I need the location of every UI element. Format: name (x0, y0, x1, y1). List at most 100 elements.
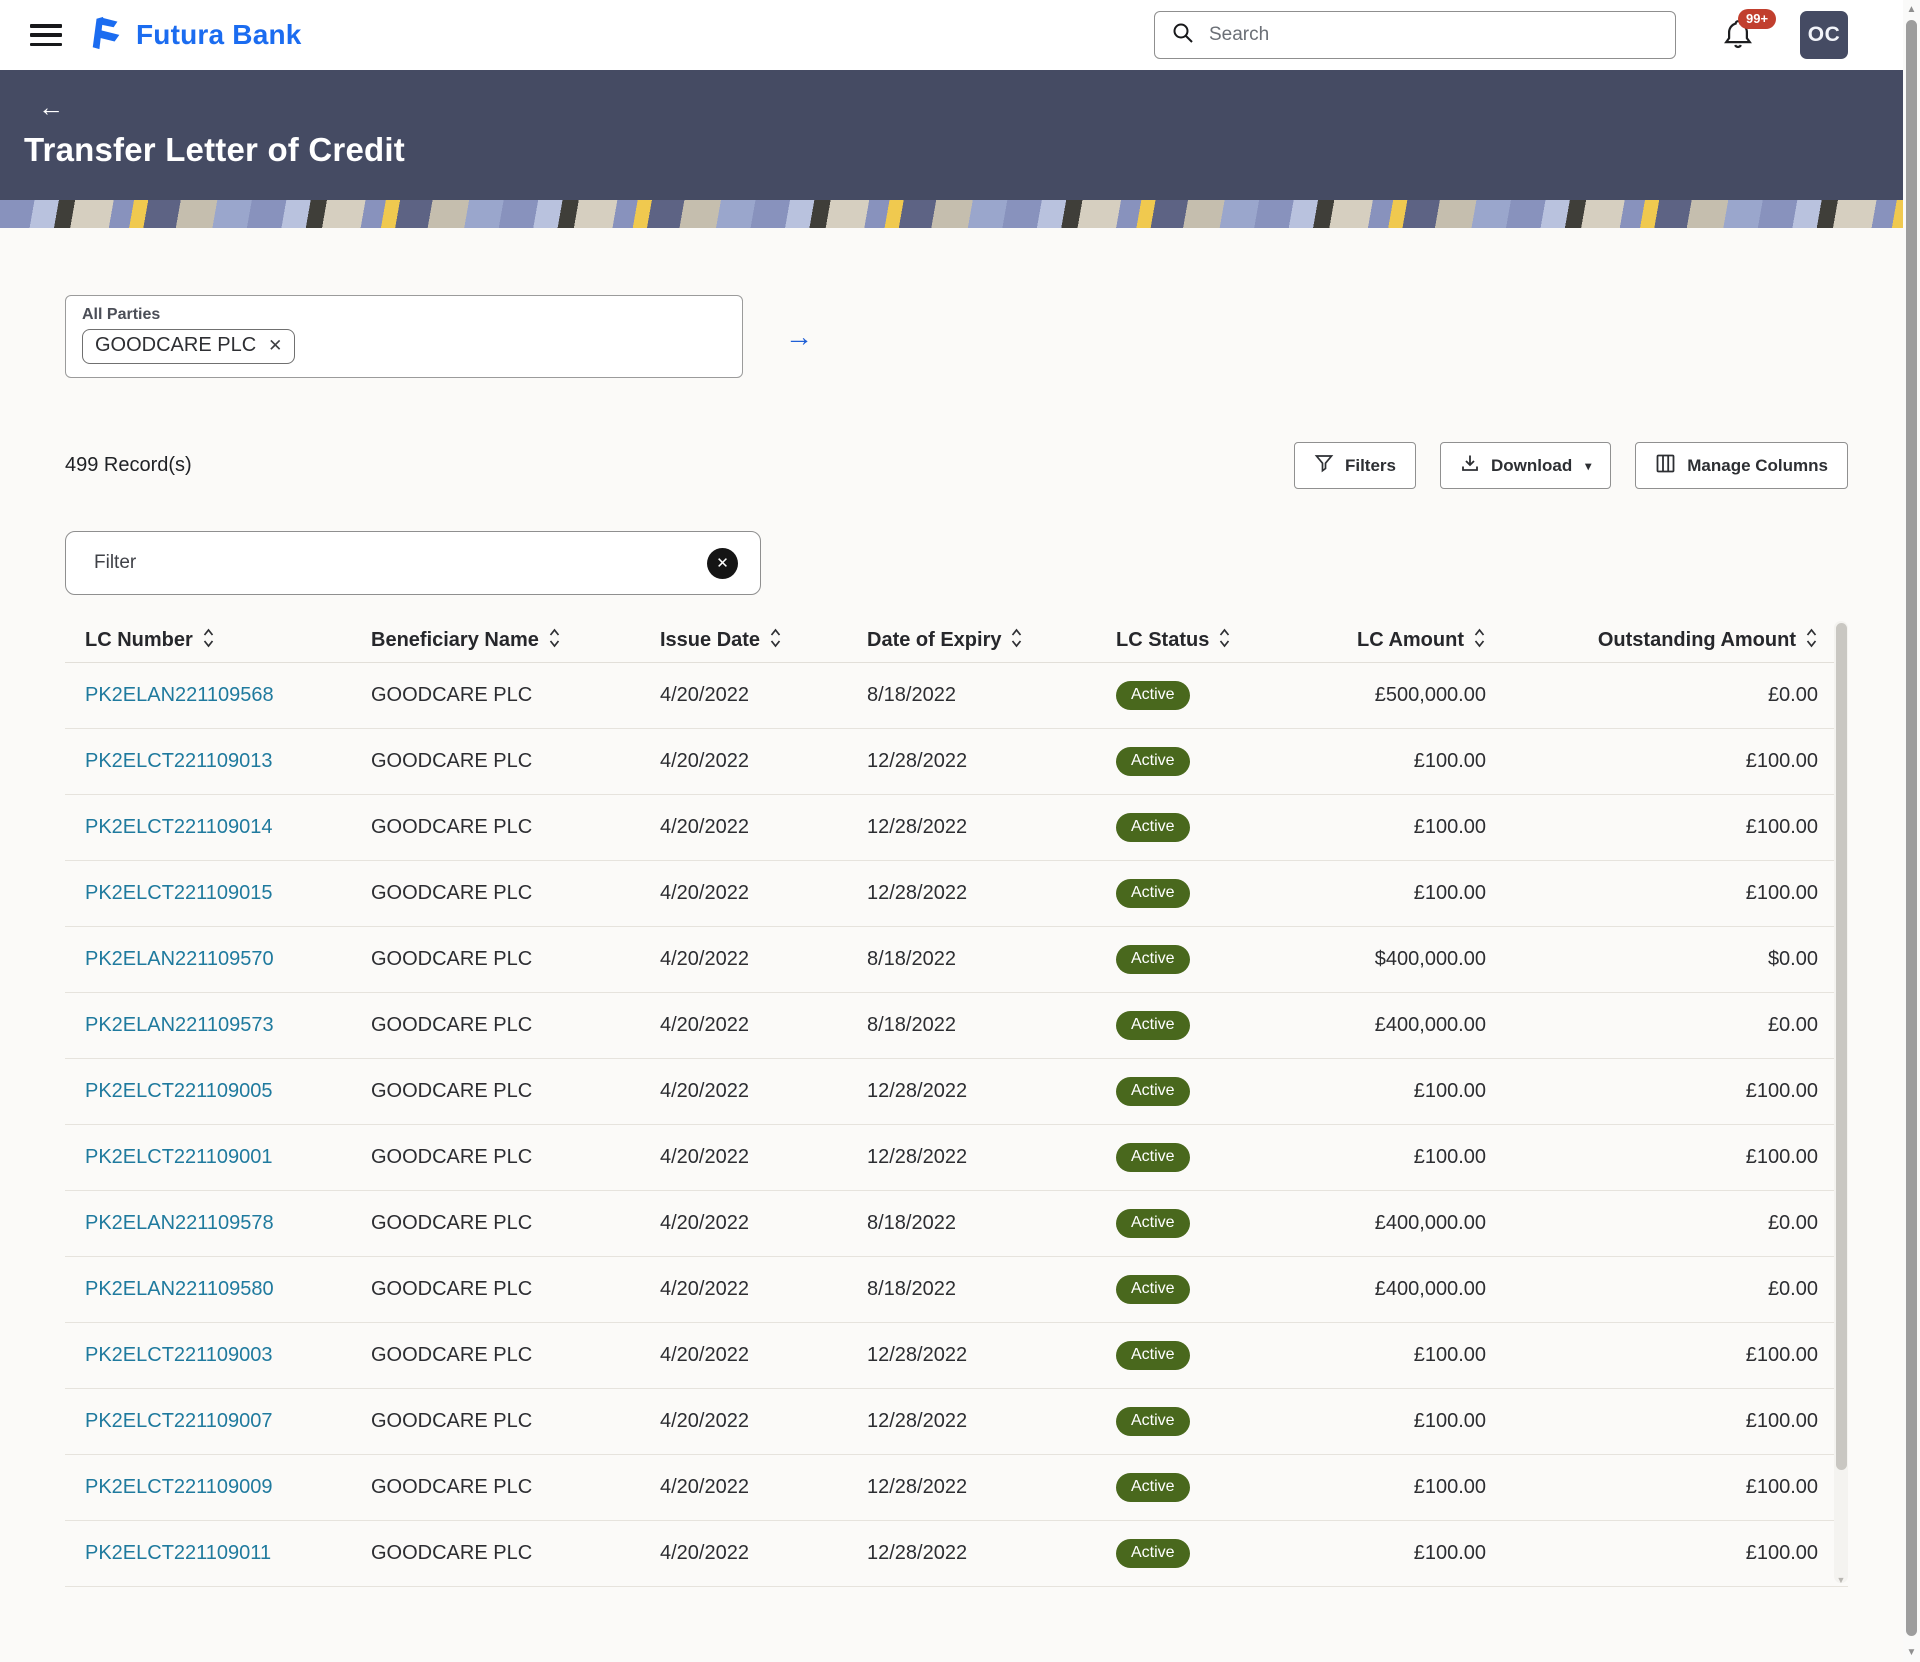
column-header[interactable]: Date of Expiry (867, 627, 1116, 655)
lc-number-link[interactable]: PK2ELCT221109001 (85, 1146, 273, 1168)
table-row[interactable]: PK2ELCT221109013 GOODCARE PLC 4/20/2022 … (65, 729, 1848, 795)
column-header-label: LC Status (1116, 629, 1210, 651)
beneficiary-name-cell: GOODCARE PLC (371, 750, 533, 772)
quick-filter-field[interactable]: ✕ (65, 531, 761, 595)
status-badge: Active (1116, 1275, 1190, 1304)
lc-number-link[interactable]: PK2ELAN221109570 (85, 948, 274, 970)
hamburger-menu-icon[interactable] (30, 24, 62, 46)
lc-amount-cell: £400,000.00 (1374, 1278, 1486, 1300)
records-count: 499 Record(s) (65, 454, 192, 476)
outstanding-amount-cell: £100.00 (1745, 1410, 1818, 1432)
table-row[interactable]: PK2ELCT221109007 GOODCARE PLC 4/20/2022 … (65, 1389, 1848, 1455)
column-header[interactable]: LC Amount (1296, 627, 1486, 655)
page-scrollbar-thumb[interactable] (1906, 20, 1917, 1636)
lc-amount-cell: £100.00 (1413, 750, 1486, 772)
sort-icon[interactable] (1218, 627, 1231, 655)
lc-number-link[interactable]: PK2ELCT221109009 (85, 1476, 273, 1498)
status-badge: Active (1116, 747, 1190, 776)
beneficiary-name-cell: GOODCARE PLC (371, 1014, 533, 1036)
table-row[interactable]: PK2ELAN221109568 GOODCARE PLC 4/20/2022 … (65, 663, 1848, 729)
column-header-label: Outstanding Amount (1597, 629, 1796, 651)
outstanding-amount-cell: £100.00 (1745, 750, 1818, 772)
sort-icon[interactable] (1473, 627, 1486, 655)
sort-icon[interactable] (769, 627, 782, 655)
column-header[interactable]: LC Status (1116, 627, 1296, 655)
sort-icon[interactable] (548, 627, 561, 655)
status-badge: Active (1116, 879, 1190, 908)
lc-number-link[interactable]: PK2ELCT221109013 (85, 750, 273, 772)
all-parties-field[interactable]: All Parties GOODCARE PLC ✕ (65, 295, 743, 378)
table-row[interactable]: PK2ELCT221109001 GOODCARE PLC 4/20/2022 … (65, 1125, 1848, 1191)
page-scrollbar[interactable]: ▲ ▼ (1903, 0, 1920, 1662)
lc-number-link[interactable]: PK2ELAN221109580 (85, 1278, 274, 1300)
lc-number-link[interactable]: PK2ELCT221109014 (85, 816, 273, 838)
table-row[interactable]: PK2ELAN221109578 GOODCARE PLC 4/20/2022 … (65, 1191, 1848, 1257)
page-banner: ← Transfer Letter of Credit (0, 70, 1920, 200)
column-header[interactable]: Outstanding Amount (1486, 627, 1818, 655)
notification-count-badge: 99+ (1738, 9, 1777, 29)
quick-filter-input[interactable] (94, 552, 707, 574)
column-header[interactable]: Beneficiary Name (371, 627, 660, 655)
table-scrollbar-down-icon[interactable]: ▼ (1836, 1575, 1846, 1585)
date-of-expiry-cell: 12/28/2022 (867, 1476, 968, 1498)
beneficiary-name-cell: GOODCARE PLC (371, 816, 533, 838)
lc-amount-cell: £400,000.00 (1374, 1014, 1486, 1036)
outstanding-amount-cell: £100.00 (1745, 882, 1818, 904)
issue-date-cell: 4/20/2022 (660, 1542, 749, 1564)
lc-number-link[interactable]: PK2ELCT221109003 (85, 1344, 273, 1366)
table-row[interactable]: PK2ELAN221109580 GOODCARE PLC 4/20/2022 … (65, 1257, 1848, 1323)
issue-date-cell: 4/20/2022 (660, 1014, 749, 1036)
search-input[interactable] (1209, 24, 1659, 46)
chip-remove-icon[interactable]: ✕ (268, 335, 283, 355)
banner-decorative-strip (0, 200, 1920, 228)
download-button[interactable]: Download ▾ (1440, 442, 1612, 489)
table-row[interactable]: PK2ELCT221109003 GOODCARE PLC 4/20/2022 … (65, 1323, 1848, 1389)
notifications-button[interactable]: 99+ (1722, 9, 1777, 53)
manage-columns-button[interactable]: Manage Columns (1635, 442, 1848, 489)
lc-number-link[interactable]: PK2ELAN221109578 (85, 1212, 274, 1234)
date-of-expiry-cell: 12/28/2022 (867, 882, 968, 904)
lc-number-link[interactable]: PK2ELCT221109011 (85, 1542, 272, 1564)
table-scrollbar[interactable]: ▼ (1834, 621, 1848, 1585)
sort-icon[interactable] (1805, 627, 1818, 655)
apply-party-arrow-icon[interactable]: → (785, 320, 813, 352)
outstanding-amount-cell: £0.00 (1767, 1278, 1818, 1300)
clear-filter-icon[interactable]: ✕ (707, 547, 738, 579)
avatar[interactable]: OC (1800, 11, 1848, 59)
table-row[interactable]: PK2ELCT221109011 GOODCARE PLC 4/20/2022 … (65, 1521, 1848, 1587)
lc-amount-cell: $400,000.00 (1374, 948, 1486, 970)
beneficiary-name-cell: GOODCARE PLC (371, 1146, 533, 1168)
table-scrollbar-thumb[interactable] (1835, 623, 1847, 1470)
date-of-expiry-cell: 8/18/2022 (867, 1212, 956, 1234)
lc-number-link[interactable]: PK2ELCT221109007 (85, 1410, 273, 1432)
lc-amount-cell: £100.00 (1413, 882, 1486, 904)
table-row[interactable]: PK2ELCT221109014 GOODCARE PLC 4/20/2022 … (65, 795, 1848, 861)
beneficiary-name-cell: GOODCARE PLC (371, 1476, 533, 1498)
column-header[interactable]: Issue Date (660, 627, 867, 655)
scrollbar-down-icon[interactable]: ▼ (1906, 1647, 1917, 1658)
status-badge: Active (1116, 813, 1190, 842)
column-header[interactable]: LC Number (85, 627, 371, 655)
table-row[interactable]: PK2ELCT221109015 GOODCARE PLC 4/20/2022 … (65, 861, 1848, 927)
party-chip[interactable]: GOODCARE PLC ✕ (82, 329, 296, 364)
lc-amount-cell: £100.00 (1413, 1146, 1486, 1168)
scrollbar-up-icon[interactable]: ▲ (1906, 4, 1917, 15)
lc-number-link[interactable]: PK2ELCT221109005 (85, 1080, 273, 1102)
filters-button[interactable]: Filters (1293, 442, 1416, 489)
global-search[interactable] (1154, 11, 1676, 59)
lc-number-link[interactable]: PK2ELAN221109568 (85, 684, 274, 706)
table-row[interactable]: PK2ELAN221109570 GOODCARE PLC 4/20/2022 … (65, 927, 1848, 993)
download-button-label: Download (1491, 455, 1573, 475)
table-row[interactable]: PK2ELAN221109573 GOODCARE PLC 4/20/2022 … (65, 993, 1848, 1059)
lc-number-link[interactable]: PK2ELCT221109015 (85, 882, 273, 904)
issue-date-cell: 4/20/2022 (660, 948, 749, 970)
lc-number-link[interactable]: PK2ELAN221109573 (85, 1014, 274, 1036)
brand[interactable]: Futura Bank (88, 13, 302, 58)
sort-icon[interactable] (1010, 627, 1023, 655)
back-arrow-icon[interactable]: ← (38, 92, 64, 122)
date-of-expiry-cell: 12/28/2022 (867, 750, 968, 772)
table-row[interactable]: PK2ELCT221109009 GOODCARE PLC 4/20/2022 … (65, 1455, 1848, 1521)
table-row[interactable]: PK2ELCT221109005 GOODCARE PLC 4/20/2022 … (65, 1059, 1848, 1125)
sort-icon[interactable] (202, 627, 215, 655)
beneficiary-name-cell: GOODCARE PLC (371, 1080, 533, 1102)
